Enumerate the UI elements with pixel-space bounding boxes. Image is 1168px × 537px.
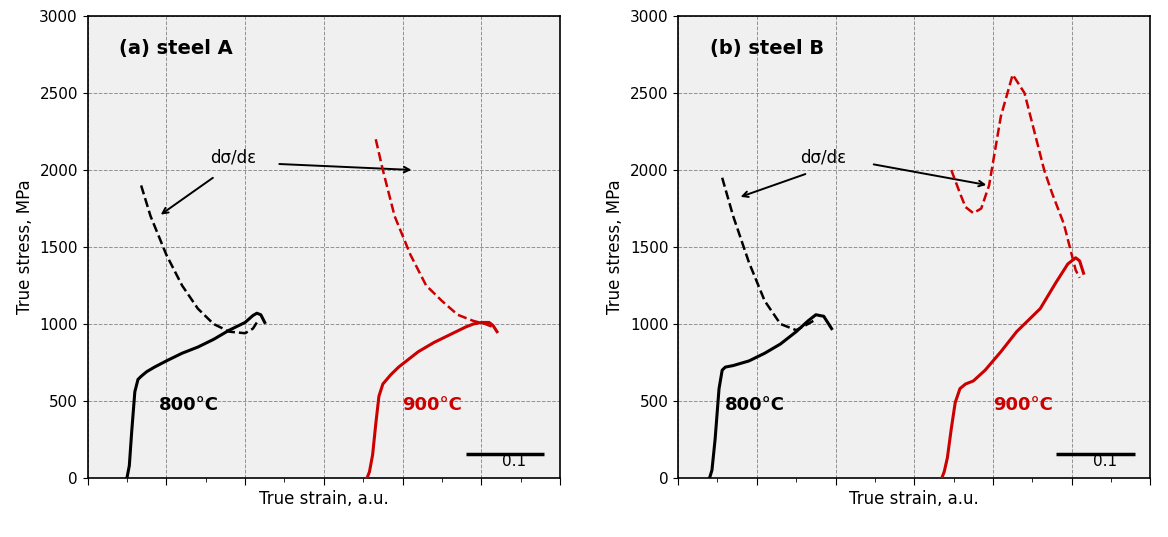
Text: 900°C: 900°C: [993, 396, 1052, 414]
X-axis label: True strain, a.u.: True strain, a.u.: [259, 490, 389, 509]
Text: 900°C: 900°C: [403, 396, 463, 414]
X-axis label: True strain, a.u.: True strain, a.u.: [849, 490, 979, 509]
Text: 800°C: 800°C: [725, 396, 785, 414]
Text: dσ/dε: dσ/dε: [800, 149, 847, 167]
Text: 0.1: 0.1: [502, 454, 527, 469]
Text: (a) steel A: (a) steel A: [119, 39, 232, 58]
Text: (b) steel B: (b) steel B: [710, 39, 823, 58]
Y-axis label: True stress, MPa: True stress, MPa: [606, 180, 624, 314]
Text: 800°C: 800°C: [159, 396, 218, 414]
Text: 0.1: 0.1: [1093, 454, 1117, 469]
Text: dσ/dε: dσ/dε: [209, 149, 256, 167]
Y-axis label: True stress, MPa: True stress, MPa: [15, 180, 34, 314]
